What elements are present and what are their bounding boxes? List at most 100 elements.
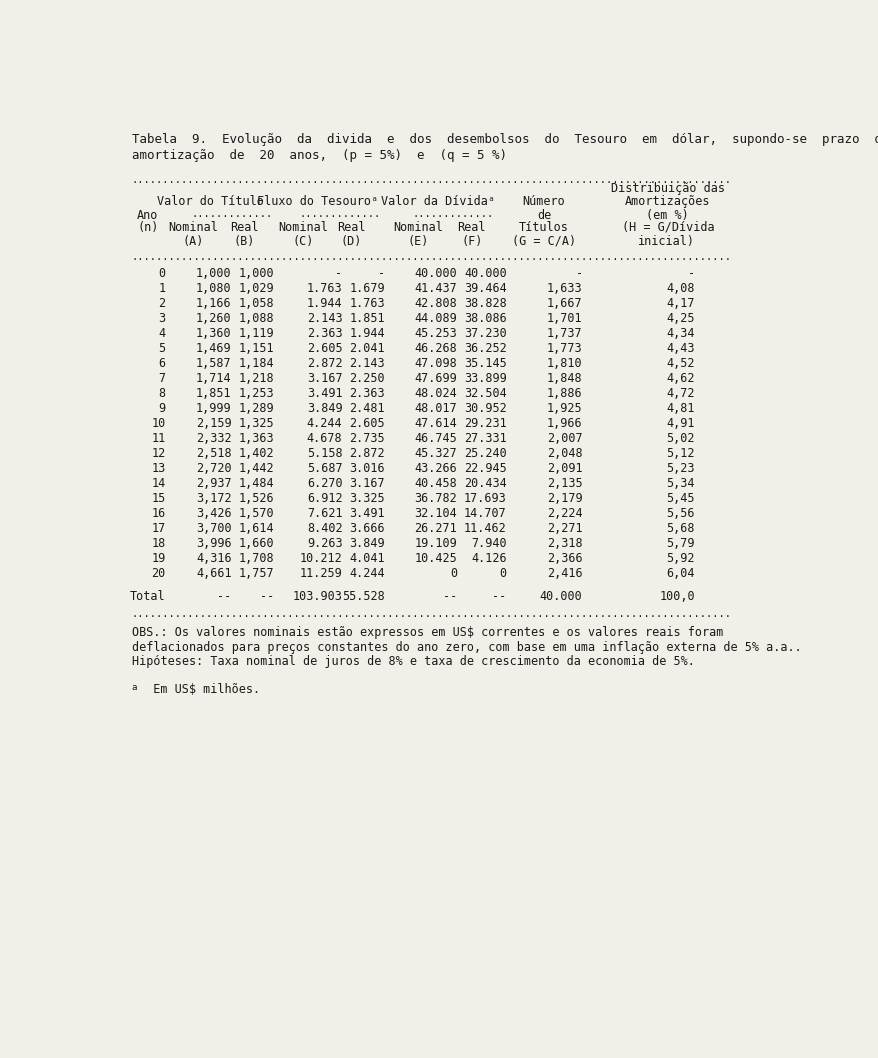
Text: 47.699: 47.699 (414, 372, 457, 385)
Text: 3,172: 3,172 (196, 492, 231, 506)
Text: 2.481: 2.481 (349, 402, 385, 415)
Text: 3,700: 3,700 (196, 523, 231, 535)
Text: 37.230: 37.230 (464, 327, 506, 341)
Text: 1,633: 1,633 (546, 282, 582, 295)
Text: 32.104: 32.104 (414, 508, 457, 521)
Text: 1,289: 1,289 (238, 402, 274, 415)
Text: 5,23: 5,23 (666, 462, 694, 475)
Text: 4.126: 4.126 (471, 552, 506, 565)
Text: 3.167: 3.167 (349, 477, 385, 490)
Text: 1,570: 1,570 (238, 508, 274, 521)
Text: 26.271: 26.271 (414, 523, 457, 535)
Text: 5.687: 5.687 (306, 462, 342, 475)
Text: 1.763: 1.763 (349, 297, 385, 310)
Text: -: - (575, 267, 582, 280)
Text: 1,253: 1,253 (238, 387, 274, 400)
Text: 30.952: 30.952 (464, 402, 506, 415)
Text: 17.693: 17.693 (464, 492, 506, 506)
Text: 6,04: 6,04 (666, 567, 694, 581)
Text: Hipóteses: Taxa nominal de juros de 8% e taxa de crescimento da economia de 5%.: Hipóteses: Taxa nominal de juros de 8% e… (132, 655, 694, 668)
Text: (E): (E) (407, 235, 428, 248)
Text: 1.851: 1.851 (349, 312, 385, 325)
Text: Nominal: Nominal (169, 221, 219, 234)
Text: 1,667: 1,667 (546, 297, 582, 310)
Text: 2,518: 2,518 (196, 448, 231, 460)
Text: 1,151: 1,151 (238, 342, 274, 355)
Text: 3: 3 (158, 312, 165, 325)
Text: (G = C/A): (G = C/A) (511, 235, 575, 248)
Text: 39.464: 39.464 (464, 282, 506, 295)
Text: 33.899: 33.899 (464, 372, 506, 385)
Text: Nominal: Nominal (278, 221, 328, 234)
Text: 5,34: 5,34 (666, 477, 694, 490)
Text: 5,92: 5,92 (666, 552, 694, 565)
Text: (B): (B) (233, 235, 255, 248)
Text: 1,660: 1,660 (238, 537, 274, 550)
Text: Total: Total (130, 590, 165, 603)
Text: 4.244: 4.244 (349, 567, 385, 581)
Text: 2.143: 2.143 (306, 312, 342, 325)
Text: Fluxo do Tesouroᵃ: Fluxo do Tesouroᵃ (256, 195, 378, 207)
Text: 100,0: 100,0 (658, 590, 694, 603)
Text: 36.782: 36.782 (414, 492, 457, 506)
Text: (em %): (em %) (645, 208, 688, 221)
Text: Nominal: Nominal (393, 221, 443, 234)
Text: 4.041: 4.041 (349, 552, 385, 565)
Text: (H = G/Dívida: (H = G/Dívida (621, 221, 714, 234)
Text: 1,325: 1,325 (238, 417, 274, 431)
Text: 5: 5 (158, 342, 165, 355)
Text: 8.402: 8.402 (306, 523, 342, 535)
Text: 10.425: 10.425 (414, 552, 457, 565)
Text: 3,426: 3,426 (196, 508, 231, 521)
Text: 1,886: 1,886 (546, 387, 582, 400)
Text: 22.945: 22.945 (464, 462, 506, 475)
Text: 1,363: 1,363 (238, 433, 274, 445)
Text: 9.263: 9.263 (306, 537, 342, 550)
Text: 5,79: 5,79 (666, 537, 694, 550)
Text: 4,72: 4,72 (666, 387, 694, 400)
Text: 4.678: 4.678 (306, 433, 342, 445)
Text: 1.679: 1.679 (349, 282, 385, 295)
Text: 5,12: 5,12 (666, 448, 694, 460)
Text: 13: 13 (151, 462, 165, 475)
Text: 6.270: 6.270 (306, 477, 342, 490)
Text: --: -- (260, 590, 274, 603)
Text: --: -- (217, 590, 231, 603)
Text: 25.240: 25.240 (464, 448, 506, 460)
Text: OBS.: Os valores nominais estão expressos em US$ correntes e os valores reais fo: OBS.: Os valores nominais estão expresso… (132, 626, 722, 639)
Text: ................................................................................: ........................................… (132, 175, 730, 185)
Text: 1,000: 1,000 (196, 267, 231, 280)
Text: 2,318: 2,318 (546, 537, 582, 550)
Text: 1,119: 1,119 (238, 327, 274, 341)
Text: 47.098: 47.098 (414, 358, 457, 370)
Text: 1,851: 1,851 (196, 387, 231, 400)
Text: 7.940: 7.940 (471, 537, 506, 550)
Text: -: - (687, 267, 694, 280)
Text: 38.828: 38.828 (464, 297, 506, 310)
Text: --: -- (443, 590, 457, 603)
Text: 1,737: 1,737 (546, 327, 582, 341)
Text: deflacionados para preços constantes do ano zero, com base em uma inflação exter: deflacionados para preços constantes do … (132, 640, 801, 654)
Text: 1: 1 (158, 282, 165, 295)
Text: 5.158: 5.158 (306, 448, 342, 460)
Text: 1,080: 1,080 (196, 282, 231, 295)
Text: 1,848: 1,848 (546, 372, 582, 385)
Text: ................................................................................: ........................................… (132, 609, 730, 619)
Text: 40.458: 40.458 (414, 477, 457, 490)
Text: 47.614: 47.614 (414, 417, 457, 431)
Text: 11.462: 11.462 (464, 523, 506, 535)
Text: 32.504: 32.504 (464, 387, 506, 400)
Text: (A): (A) (183, 235, 204, 248)
Text: 1,218: 1,218 (238, 372, 274, 385)
Text: Distribuição das: Distribuição das (610, 182, 724, 196)
Text: 2,007: 2,007 (546, 433, 582, 445)
Text: 0: 0 (158, 267, 165, 280)
Text: 2.872: 2.872 (349, 448, 385, 460)
Text: 4,62: 4,62 (666, 372, 694, 385)
Text: Valor da Dívidaᵃ: Valor da Dívidaᵃ (381, 195, 495, 207)
Text: 2.605: 2.605 (349, 417, 385, 431)
Text: 4,316: 4,316 (196, 552, 231, 565)
Text: amortização  de  20  anos,  (p = 5%)  e  (q = 5 %): amortização de 20 anos, (p = 5%) e (q = … (132, 148, 506, 162)
Text: 45.327: 45.327 (414, 448, 457, 460)
Text: 2,720: 2,720 (196, 462, 231, 475)
